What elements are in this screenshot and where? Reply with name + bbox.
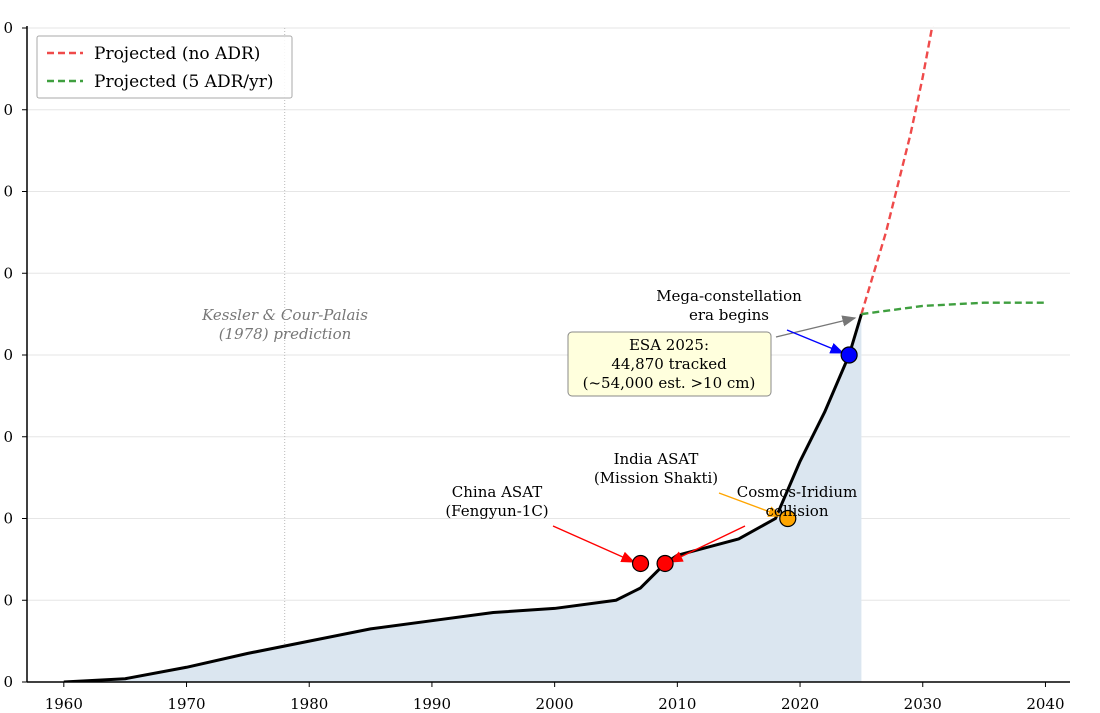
y-tick-label: 0	[3, 101, 13, 119]
china-asat-label-line1: China ASAT	[452, 483, 542, 501]
india-asat-label-line1: India ASAT	[614, 450, 699, 468]
y-tick-label: 0	[3, 183, 13, 201]
x-tick-label: 1990	[413, 695, 451, 713]
india-asat-annotation: India ASAT (Mission Shakti)	[594, 450, 718, 487]
y-tick-label: 0	[3, 264, 13, 282]
cosmos-iridium-annotation: Cosmos-Iridium collision	[737, 483, 857, 520]
china-asat-marker	[631, 554, 650, 573]
series-line-2	[861, 301, 1046, 316]
esa-2025-label-line3: (~54,000 est. >10 cm)	[583, 374, 756, 392]
esa-2025-label-line1: ESA 2025:	[629, 336, 709, 354]
series-layer	[63, 26, 1046, 682]
cosmos-iridium-label-line1: Cosmos-Iridium	[737, 483, 857, 501]
india-asat-label-line2: (Mission Shakti)	[594, 469, 718, 487]
india-asat-arrow	[668, 525, 746, 563]
y-tick-label: 0	[3, 19, 13, 37]
x-tick-label: 2040	[1026, 695, 1064, 713]
china-asat-label-line2: (Fengyun-1C)	[445, 502, 548, 520]
mega-constellation-label-line1: Mega-constellation	[656, 287, 802, 305]
grid-lines	[27, 27, 1070, 601]
x-tick-label: 2030	[904, 695, 942, 713]
kessler-label-line2: (1978) prediction	[219, 325, 352, 343]
x-tick-label: 1980	[290, 695, 328, 713]
tick-labels: 1960 1970 1980 1990 2000 2010 2020 2030 2040 0 0 0 0…	[3, 19, 1064, 713]
x-tick-label: 2000	[536, 695, 574, 713]
esa-2025-callout: ESA 2025: 44,870 tracked (~54,000 est. >…	[567, 331, 772, 397]
legend-label-5-adr: Projected (5 ADR/yr)	[94, 72, 273, 92]
event-markers	[631, 346, 858, 573]
mega-constellation-arrow	[775, 315, 857, 338]
series-line-1	[860, 26, 934, 315]
x-tick-label: 1960	[45, 695, 83, 713]
x-tick-label: 2010	[658, 695, 696, 713]
cosmos-iridium-arrow	[718, 492, 783, 517]
legend-frame	[36, 35, 293, 99]
series-line-0	[63, 313, 863, 682]
x-tick-label: 2020	[781, 695, 819, 713]
y-tick-label: 0	[3, 428, 13, 446]
china-asat-arrow	[552, 525, 636, 563]
mega-constellation-annotation: Mega-constellation era begins	[656, 287, 802, 324]
china-asat-annotation: China ASAT (Fengyun-1C)	[445, 483, 548, 520]
mega-constellation-label-line2: era begins	[689, 306, 769, 324]
india-asat-marker	[656, 554, 674, 573]
kessler-label-line1: Kessler & Cour-Palais	[201, 306, 368, 324]
esa-2025-marker	[840, 346, 858, 364]
x-tick-label: 1970	[167, 695, 205, 713]
y-tick-label: 0	[3, 510, 13, 528]
legend: Projected (no ADR) Projected (5 ADR/yr)	[36, 35, 293, 99]
y-tick-label: 0	[3, 346, 13, 364]
esa-2025-callout-box	[567, 331, 772, 397]
cosmos-iridium-label-line2: collision	[765, 502, 828, 520]
legend-label-no-adr: Projected (no ADR)	[94, 44, 260, 64]
cosmos-iridium-marker	[779, 509, 797, 528]
esa-2025-arrow	[786, 329, 845, 354]
y-tick-label: 0	[3, 591, 13, 609]
axes	[26, 26, 1070, 683]
y-tick-label: 0	[3, 673, 13, 691]
historical-area-fill	[63, 314, 862, 682]
esa-2025-label-line2: 44,870 tracked	[611, 355, 727, 373]
kessler-annotation: Kessler & Cour-Palais (1978) prediction	[201, 306, 368, 343]
